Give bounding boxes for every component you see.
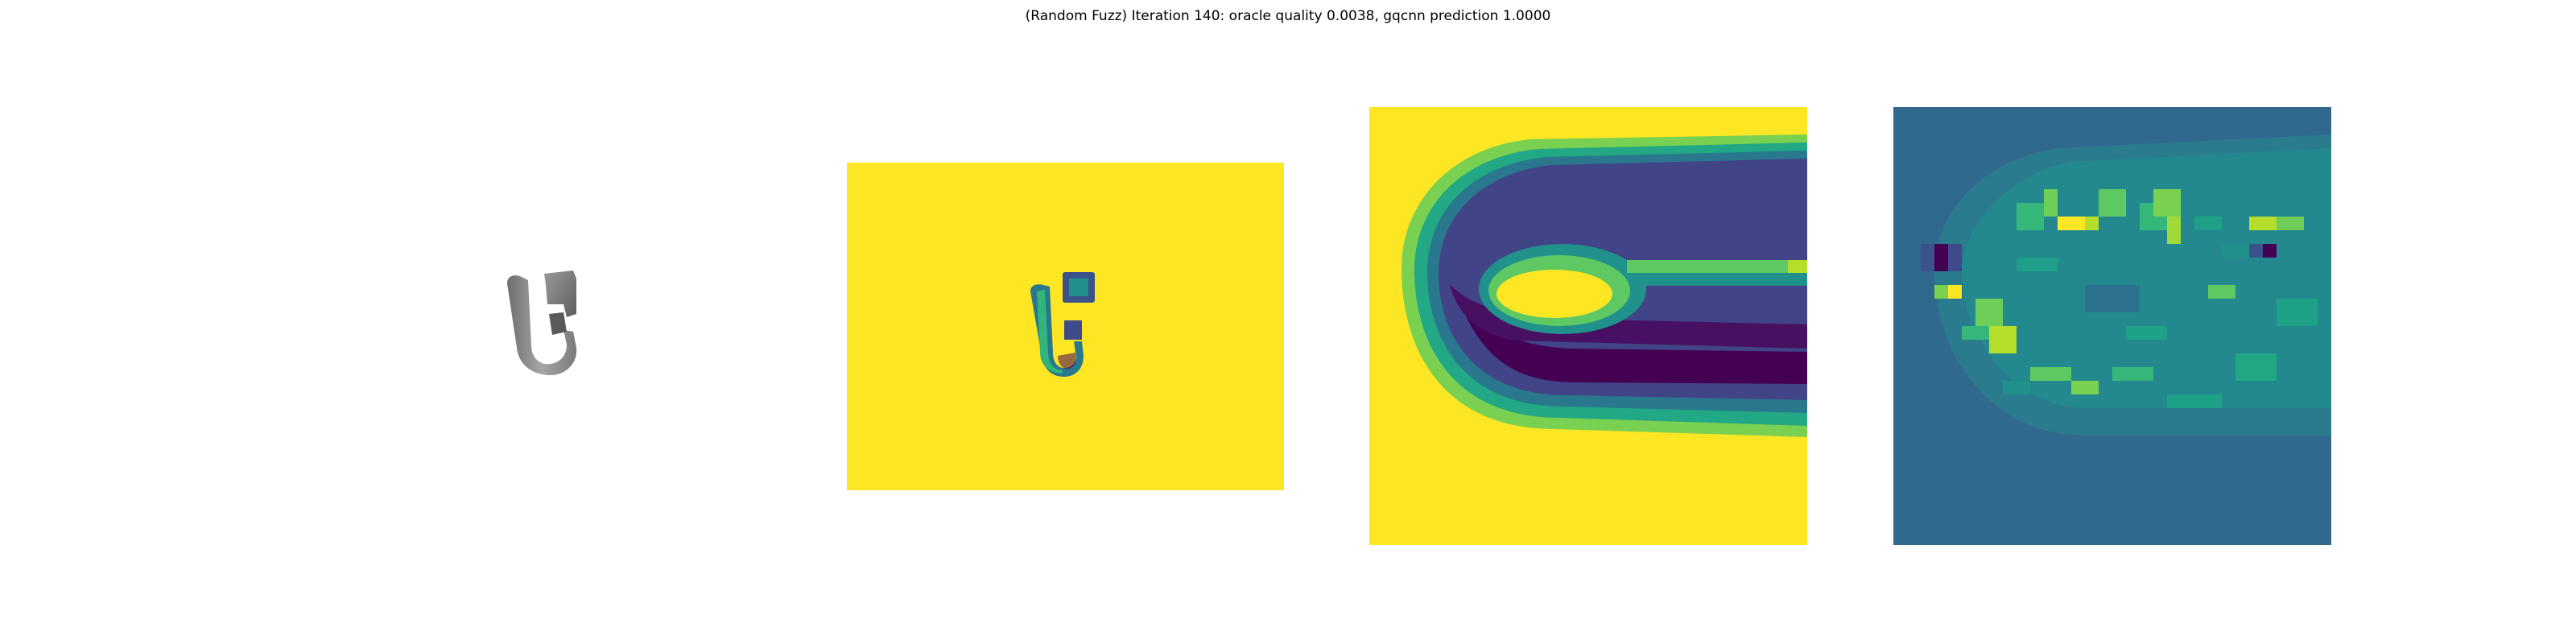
crop-slot-edge — [1635, 273, 1807, 286]
depth-image-panel — [847, 163, 1284, 490]
fuzz-cell — [1934, 244, 1948, 271]
fuzz-cell — [1948, 244, 1962, 271]
fuzz-cell — [2044, 189, 2058, 217]
fuzz-cell — [1921, 244, 1934, 271]
depth-hook-deep — [1058, 353, 1075, 369]
fuzz-cell — [2277, 217, 2304, 230]
fuzz-cell — [2058, 217, 2085, 230]
fuzz-cell — [2017, 203, 2044, 230]
fuzz-cell — [2235, 353, 2277, 381]
fuzz-cell — [2126, 326, 2167, 340]
fuzz-cell — [2167, 217, 2181, 244]
fuzz-cell — [2153, 189, 2181, 217]
depth-box-lower — [1064, 320, 1082, 340]
object-hole — [543, 340, 559, 356]
crop-deep-band — [1466, 316, 1807, 384]
crop-slot-end — [1788, 260, 1807, 273]
crop-hole — [1496, 270, 1612, 318]
fuzz-cell — [1975, 299, 2003, 326]
fuzz-cell — [1962, 326, 1989, 340]
depth-hook-edge — [1037, 290, 1063, 374]
fuzz-cell — [2277, 299, 2318, 326]
fuzz-cell — [2099, 189, 2126, 217]
fuzz-cell — [2085, 217, 2099, 230]
depth-crop-image — [1369, 107, 1807, 545]
fuzz-cell — [2208, 285, 2235, 299]
depth-crop-panel — [1369, 107, 1807, 545]
fuzz-cell — [2030, 367, 2071, 381]
fuzz-cell — [2249, 217, 2277, 230]
fuzz-cell — [2071, 381, 2099, 394]
fuzz-cell — [2263, 244, 2277, 258]
fuzz-cell — [2003, 381, 2030, 394]
crop-deep-band-2 — [1450, 284, 1807, 349]
rgb-render-image — [507, 270, 577, 375]
fuzz-map-image — [1893, 107, 2331, 545]
fuzz-map-panel — [1893, 107, 2331, 545]
object-box-shape — [544, 270, 576, 317]
depth-image — [847, 163, 1284, 490]
fuzz-cell — [2194, 217, 2222, 230]
object-shadow — [549, 312, 567, 335]
fuzz-cell — [2085, 285, 2140, 312]
depth-box-top — [1069, 279, 1088, 296]
fuzz-cell — [2017, 258, 2058, 271]
rgb-render-panel — [483, 258, 596, 386]
fuzz-cell — [1934, 285, 1948, 299]
fuzz-cell — [1989, 326, 2017, 353]
object-hook-shape — [507, 275, 577, 375]
crop-slot — [1627, 260, 1807, 273]
fuzz-cell — [2249, 244, 2263, 258]
figure-title: (Random Fuzz) Iteration 140: oracle qual… — [1025, 8, 1551, 24]
fuzz-cell — [2112, 367, 2153, 381]
fuzz-cell — [2167, 394, 2222, 408]
fuzz-cell — [1948, 285, 1962, 299]
